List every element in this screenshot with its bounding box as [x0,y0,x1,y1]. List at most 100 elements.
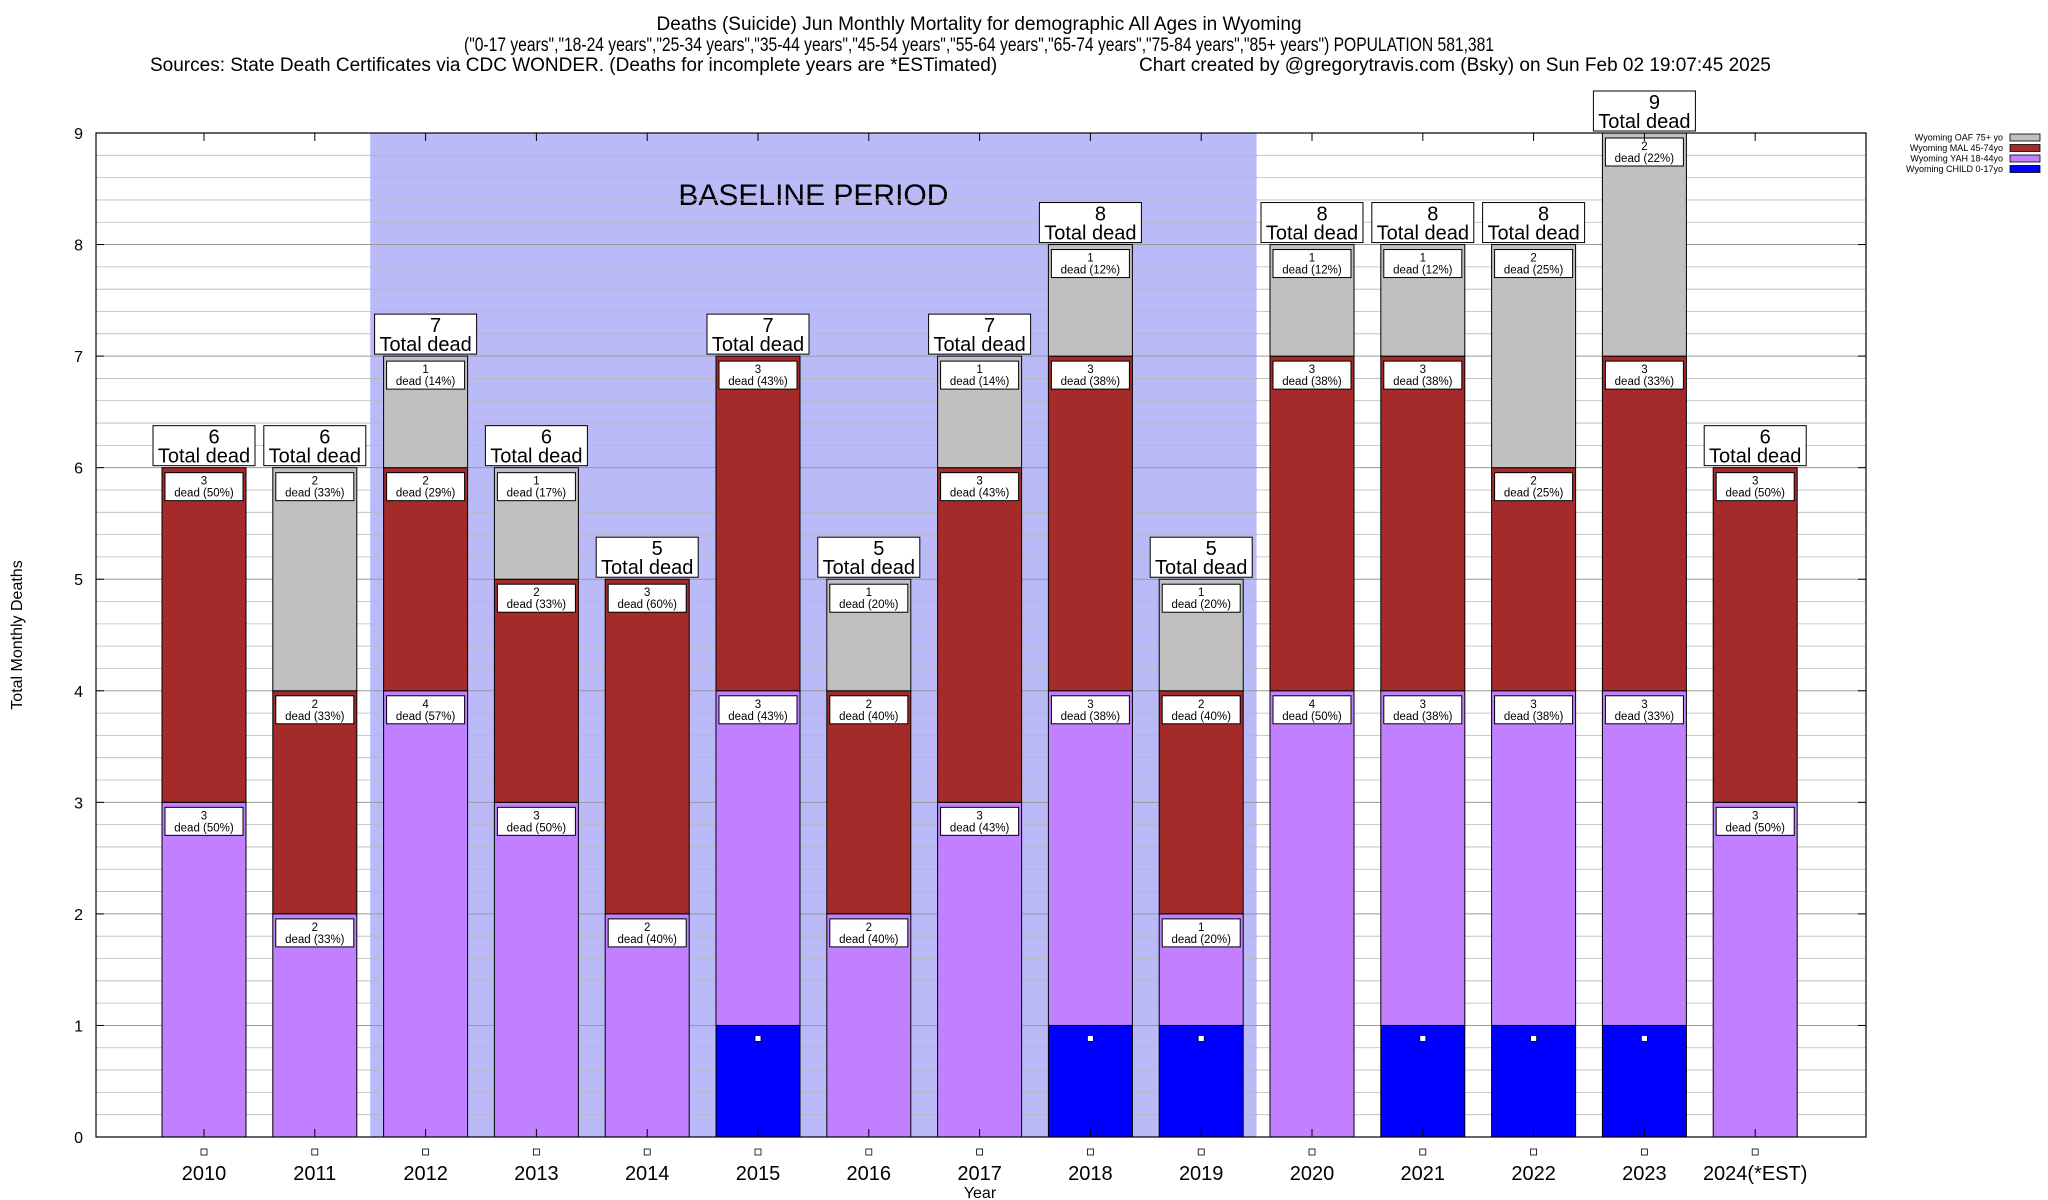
total-value: 8 [1316,204,1327,226]
segment-label-count: 2 [1530,476,1536,488]
y-axis: 0 1 2 3 4 5 6 7 8 9 [74,126,1866,1147]
segment-label-box [1161,918,1241,948]
segment-label-count: 3 [1752,476,1758,488]
bar-segment [1380,355,1466,692]
total-label-box [1592,90,1696,132]
segment-label-box [1383,360,1463,390]
bar-segment [1158,690,1244,915]
bar-segment [1601,132,1687,357]
segment-label-box [1494,695,1574,725]
total-caption: Total dead [712,334,804,356]
total-caption: Total dead [933,334,1025,356]
y-tick-label: 2 [74,907,83,924]
total-value: 8 [1427,204,1438,226]
segment-label-count: 3 [976,810,982,822]
x-marker [976,1148,983,1156]
segment-label-pct: dead (20%) [1171,934,1231,946]
total-value: 6 [1760,427,1771,449]
x-tick-label: 2024(*EST) [1703,1163,1808,1185]
segment-label-count: 3 [201,476,207,488]
segment-label-count: 3 [1530,699,1536,711]
bar-segment [1601,1024,1687,1138]
bar-segment [1047,355,1133,692]
segment-label-count: 3 [1420,699,1426,711]
segment-label-pct: dead (38%) [1061,376,1121,388]
x-marker [1087,1148,1094,1156]
segment-label-pct: dead (33%) [285,711,345,723]
total-label-box [1482,202,1586,244]
segment-label-count: 2 [866,699,872,711]
segment-label-count: 3 [1309,364,1315,376]
total-caption: Total dead [1266,223,1358,245]
total-label-box [484,425,588,467]
y-tick-label: 4 [74,684,83,701]
segment-label-box [829,918,909,948]
total-label-box [928,313,1032,355]
segment-label-box [607,583,687,613]
segment-label-box [1272,249,1352,279]
x-marker [1641,1148,1648,1156]
segment-label-count: 1 [1198,587,1204,599]
segment-label-box [1050,695,1130,725]
legend-label: Wyoming YAH 18-44yo [1910,154,2003,164]
bar-segment [161,467,247,803]
x-marker [200,1148,208,1156]
segment-label-count: 3 [976,476,982,488]
total-caption: Total dead [269,446,361,468]
segment-label-pct: dead (33%) [285,934,345,946]
segment-label-box [1050,249,1130,279]
segment-label-box [1050,360,1130,390]
segment-label-box [1494,472,1574,502]
bar-segment [1601,355,1687,692]
x-tick-label: 2010 [182,1163,227,1185]
bar-segment [1047,1024,1133,1138]
bar-segment [604,578,690,915]
bar-segment [1047,690,1133,1026]
segment-label-pct: dead (43%) [950,488,1010,500]
total-caption: Total dead [490,446,582,468]
segment-label-pct: dead (50%) [174,822,234,834]
segment-label-count: 3 [644,587,650,599]
segment-label-pct: dead (29%) [396,488,456,500]
segment-label-count: 3 [755,364,761,376]
chart-title-line-2: ("0-17 years","18-24 years","25-34 years… [464,35,1494,56]
segment-label-count: 1 [533,476,539,488]
legend-swatch [2009,154,2041,163]
total-caption: Total dead [1598,111,1690,133]
bar-segment [1158,1024,1244,1138]
bar-segment [1269,355,1355,692]
chart-credit: Chart created by @gregorytravis.com (Bsk… [1139,55,1771,76]
segment-label-pct: dead (25%) [1504,488,1564,500]
segment-label-count: 2 [1198,699,1204,711]
segment-label-pct: dead (50%) [1725,822,1785,834]
segment-label-count: 2 [312,476,318,488]
segment-label-count: 2 [866,922,872,934]
x-tick-label: 2011 [293,1163,336,1185]
x-marker [1308,1148,1316,1156]
chart-title-block: Deaths (Suicide) Jun Monthly Mortality f… [150,14,1771,76]
segment-label-count: 2 [1530,253,1536,265]
x-tick-label: 2017 [957,1163,1002,1185]
y-tick-label: 9 [74,126,83,143]
total-value: 5 [873,538,884,560]
